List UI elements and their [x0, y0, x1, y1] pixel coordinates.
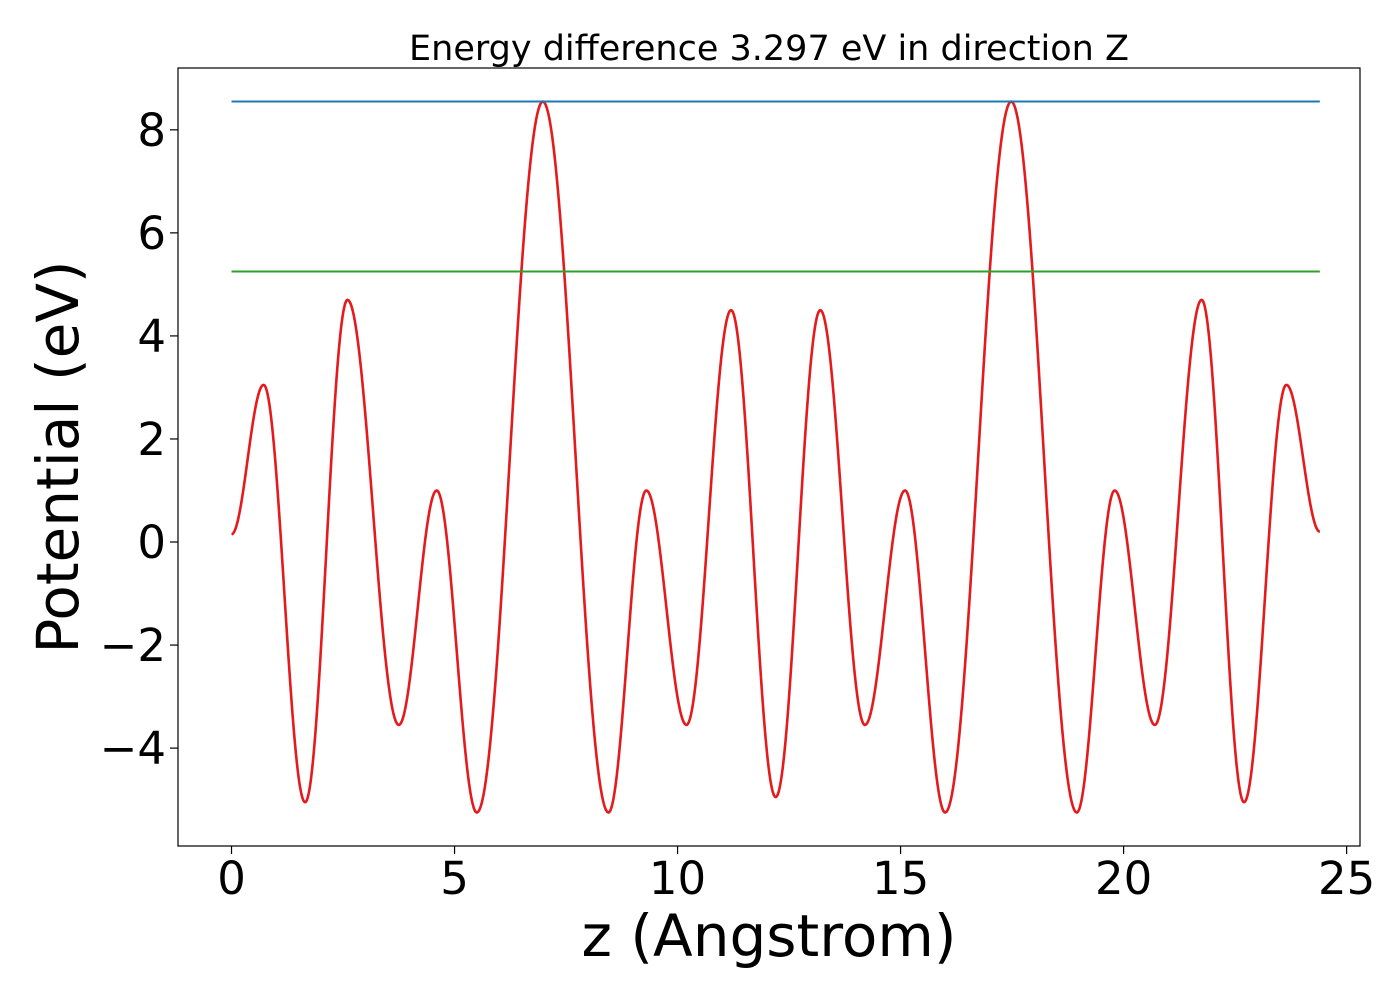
x-tick-label: 10 — [649, 852, 706, 905]
plot-area — [230, 100, 1321, 814]
y-tick-label: 8 — [137, 104, 166, 157]
y-tick-label: −2 — [100, 619, 166, 672]
y-axis-label: Potential (eV) — [24, 260, 92, 653]
y-tick-label: 2 — [137, 413, 166, 466]
y-tick-label: 6 — [137, 207, 166, 260]
x-axis: 0 5 10 15 20 25 — [217, 846, 1375, 905]
y-axis: −4 −2 0 2 4 6 8 — [100, 104, 178, 775]
x-axis-label: z (Angstrom) — [582, 902, 957, 970]
x-tick-label: 15 — [872, 852, 929, 905]
plot-frame — [177, 67, 1361, 847]
y-tick-label: −4 — [100, 722, 166, 775]
x-tick-label: 20 — [1095, 852, 1152, 905]
x-tick-label: 0 — [217, 852, 246, 905]
y-tick-label: 4 — [137, 310, 166, 363]
chart-title: Energy difference 3.297 eV in direction … — [409, 29, 1129, 69]
potential-line — [230, 100, 1321, 814]
y-tick-label: 0 — [137, 516, 166, 569]
x-tick-label: 25 — [1318, 852, 1375, 905]
x-tick-label: 5 — [440, 852, 469, 905]
